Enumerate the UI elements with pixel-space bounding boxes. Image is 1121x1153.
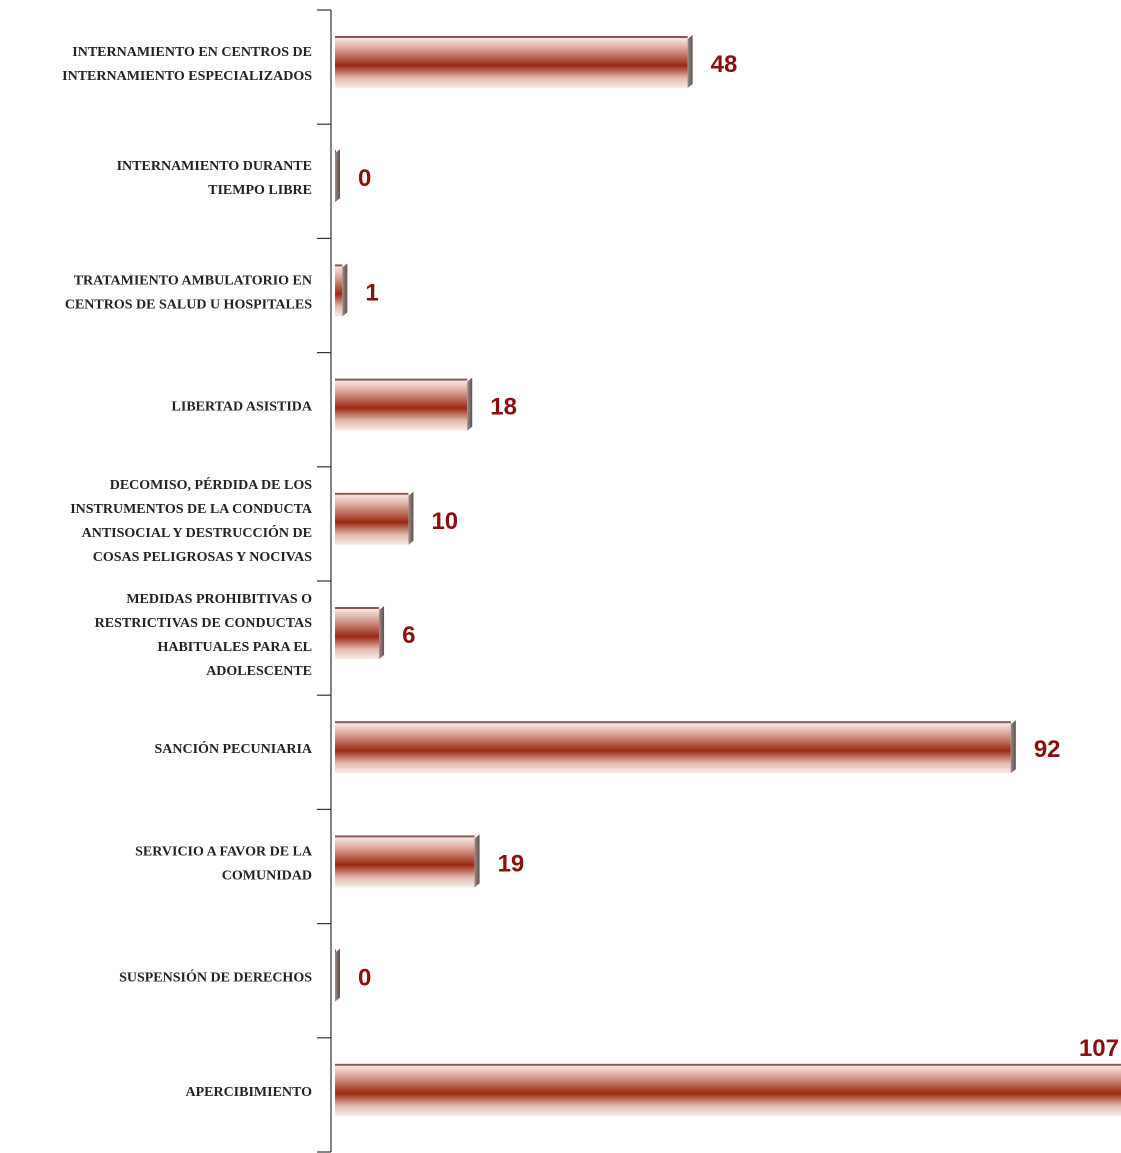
category-label-line: CENTROS DE SALUD U HOSPITALES	[65, 297, 312, 312]
bar-2	[335, 263, 348, 317]
bar-side-face	[467, 377, 473, 431]
category-label-5: MEDIDAS PROHIBITIVAS O RESTRICTIVAS DE CO…	[95, 592, 313, 679]
category-axis	[317, 9, 332, 1153]
bar-body	[335, 609, 380, 659]
category-label-line: INSTRUMENTOS DE LA CONDUCTA	[70, 502, 313, 517]
bar-5	[335, 606, 385, 659]
bar-side-face	[342, 263, 348, 317]
category-label-8: SUSPENSIÓN DE DERECHOS	[119, 969, 312, 986]
bar-body	[335, 494, 409, 545]
category-label-line: SUSPENSIÓN DE DERECHOS	[119, 969, 312, 986]
bar-body	[335, 380, 468, 431]
bar-top-edge	[335, 949, 336, 953]
bar-top-edge	[335, 36, 688, 39]
category-label-7: SERVICIO A FAVOR DE LA COMUNIDAD	[135, 844, 313, 883]
value-label-1: 0	[358, 165, 371, 192]
bar-body	[335, 38, 688, 88]
bar-7	[335, 834, 480, 888]
bar-top-edge	[335, 835, 475, 839]
bar-side-face	[687, 35, 693, 88]
bar-1	[335, 149, 340, 203]
bar-4	[335, 491, 414, 545]
category-label-line: TRATAMIENTO AMBULATORIO EN	[74, 273, 312, 288]
value-label-3: 18	[490, 394, 517, 421]
bar-side-face	[474, 834, 480, 888]
value-label-9: 107	[1079, 1035, 1119, 1062]
bar-9	[335, 1063, 1121, 1116]
value-label-7: 19	[498, 850, 525, 877]
bar-8	[335, 948, 340, 1002]
value-label-4: 10	[431, 508, 458, 535]
bar-top-edge	[335, 492, 409, 496]
value-label-6: 92	[1034, 736, 1061, 763]
value-label-8: 0	[358, 965, 371, 992]
bar-body	[335, 266, 343, 317]
category-label-0: INTERNAMIENTO EN CENTROS DE INTERNAMIENTO…	[62, 45, 312, 84]
bar-3	[335, 377, 473, 431]
bar-top-edge	[335, 264, 343, 268]
category-label-line: INTERNAMIENTO ESPECIALIZADOS	[62, 69, 312, 84]
value-label-5: 6	[402, 622, 415, 649]
category-label-1: INTERNAMIENTO DURANTE TIEMPO LIBRE	[117, 159, 312, 198]
bar-6	[335, 720, 1016, 774]
category-label-line: COSAS PELIGROSAS Y NOCIVAS	[93, 550, 312, 565]
bar-body	[335, 1065, 1121, 1116]
category-label-line: LIBERTAD ASISTIDA	[172, 400, 313, 415]
bar-top-edge	[335, 378, 468, 382]
category-label-line: APERCIBIMIENTO	[185, 1085, 312, 1100]
bars	[335, 35, 1121, 1116]
bar-top-edge	[335, 607, 380, 610]
category-label-6: SANCIÓN PECUNIARIA	[154, 740, 312, 757]
bar-0	[335, 35, 693, 88]
bar-top-edge	[335, 150, 336, 154]
value-label-2: 1	[365, 279, 378, 306]
category-label-3: LIBERTAD ASISTIDA	[172, 400, 313, 415]
bar-body	[335, 837, 475, 888]
category-label-2: TRATAMIENTO AMBULATORIO EN CENTROS DE SAL…	[65, 273, 312, 312]
bar-side-face	[408, 491, 414, 545]
category-label-line: RESTRICTIVAS DE CONDUCTAS	[95, 616, 313, 631]
bar-side-face	[335, 948, 340, 1002]
category-label-9: APERCIBIMIENTO	[185, 1085, 312, 1100]
category-label-line: TIEMPO LIBRE	[208, 183, 312, 198]
category-label-line: SANCIÓN PECUNIARIA	[154, 740, 312, 757]
category-label-line: INTERNAMIENTO DURANTE	[117, 159, 312, 174]
bar-top-edge	[335, 721, 1011, 725]
category-label-line: SERVICIO A FAVOR DE LA	[135, 844, 313, 859]
category-label-line: DECOMISO, PÉRDIDA DE LOS	[110, 476, 312, 493]
bar-body	[335, 723, 1011, 774]
category-label-line: ANTISOCIAL Y DESTRUCCIÓN DE	[82, 524, 312, 541]
category-label-4: DECOMISO, PÉRDIDA DE LOS INSTRUMENTOS DE …	[70, 476, 313, 565]
category-label-line: HABITUALES PARA EL	[157, 640, 312, 655]
category-label-line: COMUNIDAD	[222, 868, 312, 883]
bar-side-face	[1010, 720, 1016, 774]
bar-top-edge	[335, 1063, 1121, 1067]
category-label-line: ADOLESCENTE	[206, 664, 312, 679]
category-labels: INTERNAMIENTO EN CENTROS DE INTERNAMIENTO…	[62, 45, 313, 1100]
value-labels: 48 0 1 18 10 6 92 19 0 107	[358, 51, 1119, 1062]
bar-side-face	[335, 149, 340, 203]
category-label-line: MEDIDAS PROHIBITIVAS O	[126, 592, 312, 607]
bar-side-face	[379, 606, 385, 659]
value-label-0: 48	[711, 51, 738, 78]
category-label-line: INTERNAMIENTO EN CENTROS DE	[72, 45, 312, 60]
